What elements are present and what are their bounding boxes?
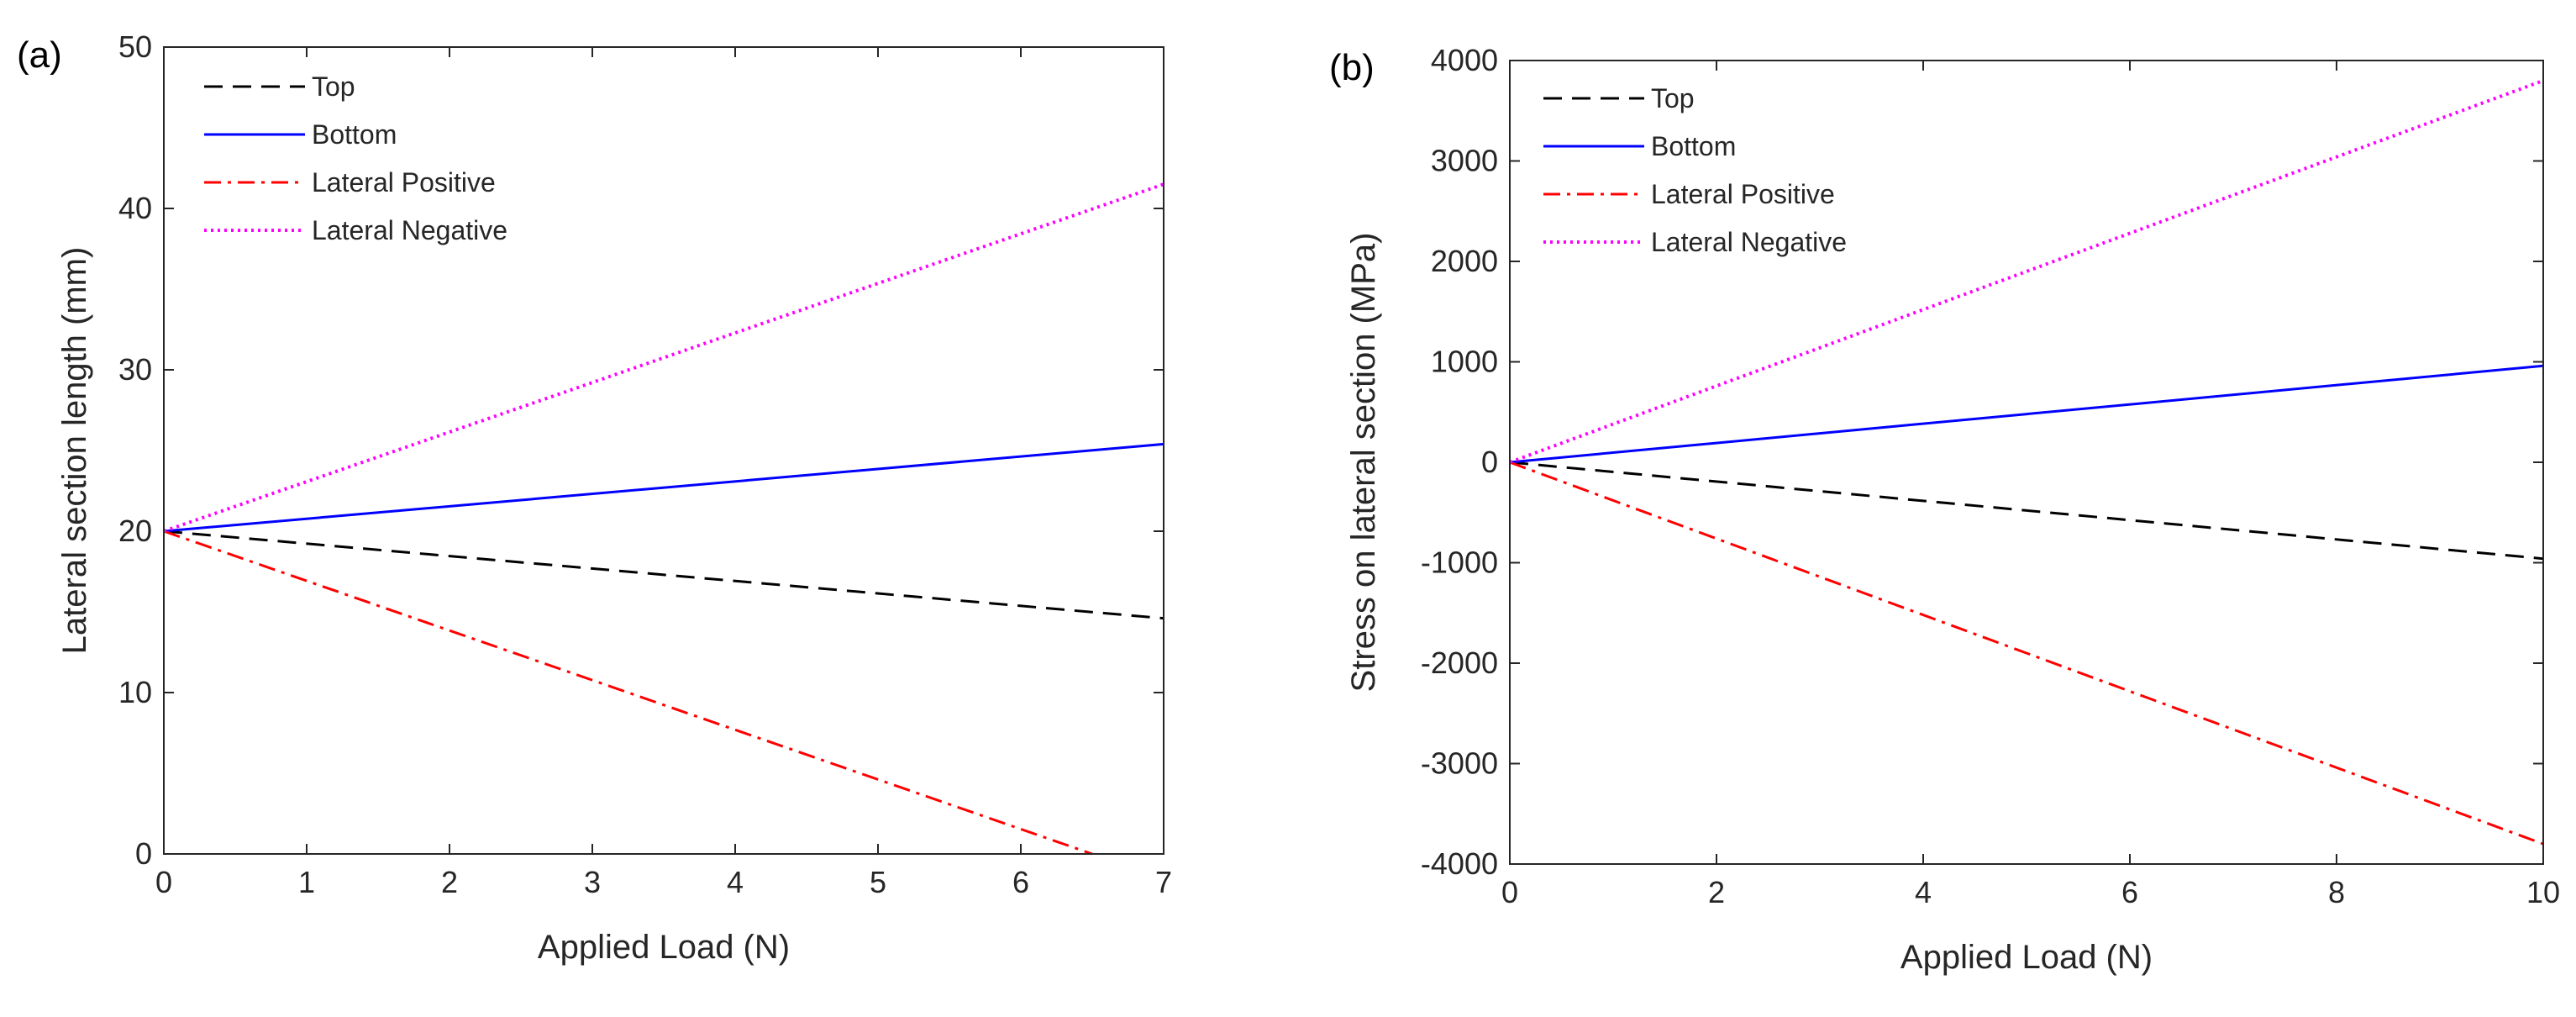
x-tick-label-a: 4 [727, 865, 744, 899]
series-line-lateral-negative-a [163, 182, 1164, 533]
y-tick-label-a: 10 [118, 675, 152, 709]
legend-label-top-b: Top [1651, 83, 1695, 113]
legend-b: Top Bottom Lateral Positive Lateral Negativ… [1543, 83, 1847, 257]
y-tick-label-b: -3000 [1421, 746, 1498, 781]
y-tick-label-b: -4000 [1421, 846, 1498, 881]
x-axis-label-a: Applied Load (N) [538, 929, 790, 966]
x-tick-label-a: 6 [1012, 865, 1029, 899]
y-tick-label-b: -1000 [1421, 545, 1498, 580]
series-line-lateral-negative-b [1509, 79, 2544, 464]
legend-label-lateral-negative-b: Lateral Negative [1651, 227, 1847, 257]
x-tick-label-b: 4 [1915, 875, 1932, 909]
panel-label-b: (b) [1329, 47, 1375, 88]
x-tick-label-b: 0 [1501, 875, 1518, 909]
series-line-lateral-positive-a [163, 530, 1093, 856]
series-line-top-a [163, 530, 1164, 620]
y-tick-label-a: 30 [118, 352, 152, 387]
x-tick-label-b: 2 [1708, 875, 1725, 909]
y-tick-label-b: 3000 [1431, 144, 1498, 178]
y-axis-label-b: Stress on lateral section (MPa) [1345, 233, 1382, 693]
legend-label-top-a: Top [312, 71, 355, 102]
x-tick-label-a: 5 [870, 865, 886, 899]
y-tick-label-a: 50 [118, 29, 152, 64]
series-line-bottom-a [163, 442, 1164, 533]
legend-label-lateral-negative-a: Lateral Negative [312, 215, 507, 245]
legend-label-bottom-a: Bottom [312, 119, 397, 150]
y-tick-label-b: -2000 [1421, 646, 1498, 680]
series-line-bottom-b [1509, 364, 2544, 464]
x-tick-label-a: 7 [1155, 865, 1172, 899]
chart-panel-b: (b) 0 2 4 6 8 10 -4000 -3000 -2000 -1000 0 1000 2000… [1329, 43, 2560, 976]
x-tick-label-a: 1 [298, 865, 315, 899]
y-axis-label-a: Lateral section length (mm) [56, 247, 93, 655]
x-tick-label-b: 10 [2526, 875, 2560, 909]
legend-label-bottom-b: Bottom [1651, 131, 1736, 161]
plot-frame-b [1509, 60, 2544, 865]
y-tick-label-b: 4000 [1431, 43, 1498, 77]
y-tick-label-b: 2000 [1431, 244, 1498, 278]
x-tick-label-a: 2 [441, 865, 458, 899]
series-line-lateral-positive-b [1509, 461, 2544, 846]
x-tick-label-b: 6 [2121, 875, 2138, 909]
x-tick-label-a: 3 [584, 865, 601, 899]
x-tick-label-a: 0 [155, 865, 172, 899]
y-tick-label-b: 0 [1481, 445, 1498, 479]
y-tick-label-a: 0 [135, 836, 152, 871]
legend-label-lateral-positive-b: Lateral Positive [1651, 179, 1835, 209]
y-tick-label-a: 20 [118, 514, 152, 548]
panel-label-a: (a) [17, 34, 62, 76]
legend-label-lateral-positive-a: Lateral Positive [312, 167, 496, 198]
series-line-top-b [1509, 461, 2544, 561]
plot-frame-a [163, 46, 1164, 855]
legend-a: Top Bottom Lateral Positive Lateral Negativ… [204, 71, 507, 245]
y-tick-label-a: 40 [118, 191, 152, 225]
x-axis-label-b: Applied Load (N) [1900, 939, 2153, 976]
y-tick-label-b: 1000 [1431, 345, 1498, 379]
x-tick-label-b: 8 [2328, 875, 2345, 909]
chart-panel-a: (a) 0 1 2 3 4 5 6 7 0 10 20 30 40 50 Top Bottom Lateral … [17, 29, 1172, 966]
